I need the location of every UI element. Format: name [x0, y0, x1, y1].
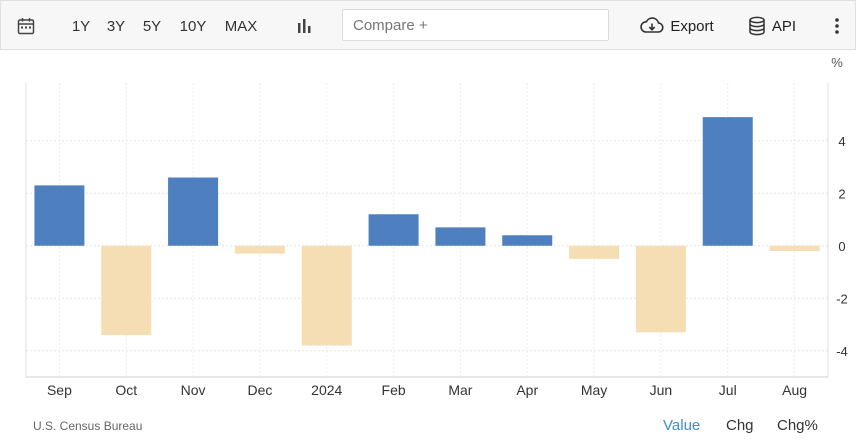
unit-label: %: [831, 55, 843, 70]
x-tick-label-8: May: [581, 382, 607, 398]
bar-11: [769, 245, 820, 251]
x-tick-label-1: Oct: [115, 382, 137, 398]
api-button[interactable]: API: [741, 1, 803, 51]
bar-6: [435, 227, 486, 246]
tab-value[interactable]: Value: [663, 417, 701, 434]
y-tick-label-2: 0: [838, 239, 845, 254]
y-tick-label-1: 2: [838, 186, 845, 201]
bar-4: [301, 245, 352, 346]
compare-input[interactable]: [342, 9, 609, 41]
x-tick-label-4: 2024: [311, 382, 342, 398]
tab-chg[interactable]: Chg: [726, 417, 754, 434]
database-icon: [749, 16, 765, 36]
x-tick-label-7: Apr: [516, 382, 538, 398]
bar-1: [101, 245, 152, 335]
x-tick-label-2: Nov: [181, 382, 206, 398]
x-tick-label-5: Feb: [382, 382, 406, 398]
bar-5: [368, 214, 419, 246]
more-options-icon[interactable]: [827, 1, 847, 51]
bar-0: [34, 185, 85, 246]
x-tick-label-6: Mar: [448, 382, 472, 398]
bar-chart: Sep Oct Nov Dec 2024 Feb Mar Apr May Jun Jul Aug 4 2 0…: [25, 55, 848, 398]
chart-toolbar: 1Y 3Y 5Y 10Y MAX Export API: [0, 0, 856, 50]
source-label: U.S. Census Bureau: [33, 419, 143, 433]
export-button[interactable]: Export: [633, 1, 721, 51]
range-1y-button[interactable]: 1Y: [71, 17, 91, 35]
x-tick-label-10: Jul: [719, 382, 737, 398]
bar-8: [569, 245, 620, 259]
bar-9: [635, 245, 686, 333]
bar-3: [234, 245, 285, 254]
bar-2: [168, 177, 219, 246]
cloud-download-icon: [640, 17, 664, 33]
y-tick-label-3: -2: [836, 291, 848, 306]
y-tick-label-4: -4: [836, 344, 848, 359]
chart-type-icon[interactable]: [291, 1, 317, 51]
range-max-button[interactable]: MAX: [224, 17, 258, 35]
y-tick-label-0: 4: [838, 134, 845, 149]
x-tick-label-0: Sep: [47, 382, 72, 398]
export-label: Export: [670, 17, 714, 35]
bar-7: [502, 235, 553, 246]
range-3y-button[interactable]: 3Y: [106, 17, 126, 35]
range-5y-button[interactable]: 5Y: [142, 17, 162, 35]
calendar-icon[interactable]: [11, 1, 41, 51]
x-tick-label-3: Dec: [247, 382, 272, 398]
api-label: API: [771, 17, 797, 35]
tab-chg-pct[interactable]: Chg%: [777, 417, 818, 434]
x-tick-label-9: Jun: [650, 382, 673, 398]
x-tick-label-11: Aug: [782, 382, 807, 398]
bar-10: [702, 117, 753, 246]
range-10y-button[interactable]: 10Y: [179, 17, 207, 35]
